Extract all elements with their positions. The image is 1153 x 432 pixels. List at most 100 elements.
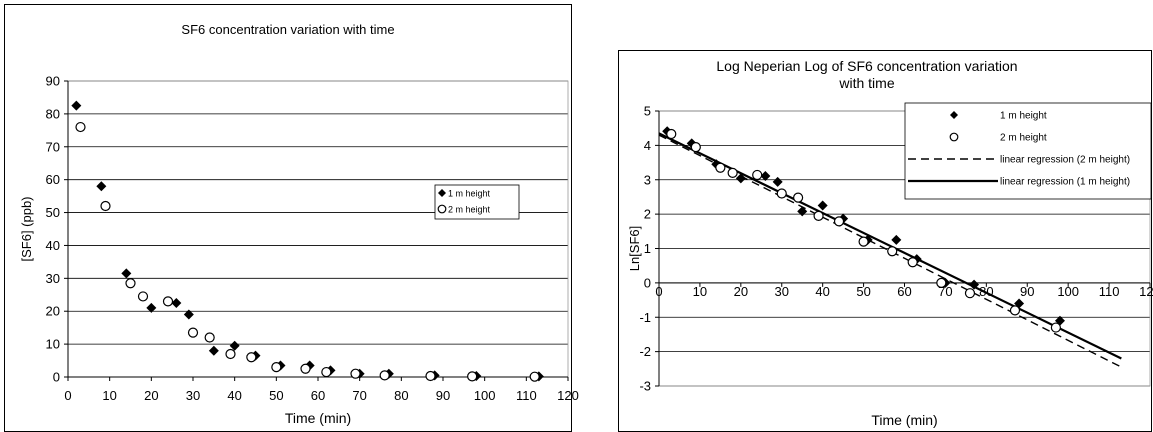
data-point-2m (271, 362, 282, 373)
data-point-2m (936, 277, 947, 288)
data-point-2m (100, 200, 111, 212)
data-point-1m (735, 173, 746, 184)
x-tick-label: 80 (394, 388, 408, 403)
data-point-1m (686, 138, 697, 149)
data-point-2m (75, 121, 86, 133)
data-point-2m (1009, 305, 1021, 316)
y-tick-label: 3 (644, 172, 651, 187)
legend-label: 1 m height (1000, 111, 1047, 122)
y-tick-label: 80 (46, 106, 60, 121)
y-tick-label: 50 (46, 205, 60, 220)
y-tick-label: 10 (46, 337, 60, 352)
plot-area (67, 80, 569, 378)
y-tick-label: 30 (46, 271, 60, 286)
x-tick-label: 50 (269, 388, 283, 403)
x-tick-label: 60 (311, 388, 325, 403)
legend (904, 102, 1152, 200)
data-point-2m (300, 363, 311, 374)
data-point-1m (969, 279, 980, 290)
x-tick-label: 70 (352, 388, 366, 403)
log-concentration-chart: Log Neperian Log of SF6 concentration va… (627, 58, 1153, 428)
data-point-2m (425, 370, 436, 382)
data-point-1m (121, 268, 132, 279)
data-point-2m (467, 371, 478, 382)
legend-marker (949, 132, 959, 142)
data-point-2m (833, 216, 845, 227)
x-axis-label: Time (min) (285, 410, 351, 426)
x-tick-label: 30 (775, 284, 789, 299)
data-point-2m (907, 257, 918, 268)
x-tick-label: 40 (815, 284, 829, 299)
x-axis-label: Time (min) (871, 412, 937, 428)
x-tick-label: 110 (516, 388, 537, 403)
x-tick-label: 90 (436, 388, 450, 403)
y-axis-label: Ln[SF6] (627, 226, 642, 272)
data-point-2m (813, 210, 824, 221)
data-point-1m (96, 181, 107, 192)
y-tick-label: -1 (639, 310, 651, 325)
x-tick-label: 40 (227, 388, 241, 403)
x-tick-label: 100 (474, 388, 496, 403)
data-point-2m (727, 167, 738, 178)
data-point-2m (793, 192, 804, 203)
x-tick-label: 0 (655, 284, 662, 299)
legend-label: linear regression (1 m height) (1000, 177, 1130, 188)
y-tick-label: -3 (639, 379, 651, 394)
chart-title-line: Log Neperian Log of SF6 concentration va… (716, 58, 1017, 74)
y-tick-label: 0 (53, 370, 60, 385)
data-point-1m (772, 176, 783, 187)
regression-line (658, 134, 1122, 368)
data-point-1m (229, 340, 240, 351)
data-point-1m (171, 298, 182, 308)
legend-label: 2 m height (448, 205, 491, 215)
data-point-2m (125, 278, 136, 289)
data-point-1m (817, 200, 828, 211)
x-tick-label: 120 (1139, 284, 1153, 299)
data-point-2m (776, 188, 787, 199)
data-point-2m (858, 236, 869, 247)
data-point-1m (1014, 298, 1025, 309)
y-tick-label: 1 (644, 241, 651, 256)
data-point-2m (529, 371, 540, 382)
legend-label: 2 m height (1000, 133, 1047, 144)
y-tick-label: 4 (644, 138, 651, 153)
data-point-2m (225, 348, 236, 360)
data-point-2m (137, 291, 149, 302)
data-point-1m (760, 170, 771, 181)
data-point-1m (146, 302, 157, 313)
concentration-chart-panel: SF6 concentration variation with time 0 10… (4, 4, 579, 432)
x-tick-label: 90 (1020, 284, 1034, 299)
y-tick-label: -2 (639, 344, 651, 359)
y-tick-label: 70 (46, 139, 60, 154)
chart-title-line: with time (838, 75, 894, 91)
data-point-2m (666, 128, 677, 140)
data-point-2m (162, 296, 174, 307)
x-tick-label: 30 (186, 388, 200, 403)
x-tick-label: 10 (693, 284, 707, 299)
data-point-2m (246, 352, 257, 363)
x-tick-label: 0 (64, 388, 71, 403)
data-point-2m (204, 332, 215, 343)
data-point-2m (379, 370, 390, 381)
y-tick-label: 2 (644, 207, 651, 222)
data-point-1m (208, 345, 219, 356)
y-tick-label: 5 (644, 104, 651, 119)
concentration-chart: SF6 concentration variation with time 0 10… (19, 22, 579, 426)
x-tick-label: 20 (734, 284, 748, 299)
data-point-2m (350, 368, 361, 379)
data-point-1m (797, 206, 808, 217)
legend-marker (437, 204, 447, 214)
x-tick-label: 10 (102, 388, 116, 403)
data-point-2m (752, 169, 763, 181)
data-point-2m (187, 327, 199, 338)
legend-marker (950, 111, 958, 119)
y-tick-label: 60 (46, 172, 60, 187)
legend-label: 1 m height (448, 189, 491, 199)
data-point-1m (891, 234, 902, 245)
x-tick-label: 120 (557, 388, 579, 403)
x-tick-label: 60 (897, 284, 911, 299)
log-concentration-chart-panel: Log Neperian Log of SF6 concentration va… (618, 50, 1153, 432)
data-point-2m (1050, 322, 1061, 333)
x-tick-label: 50 (856, 284, 870, 299)
y-axis-label: [SF6] (ppb) (19, 196, 34, 261)
